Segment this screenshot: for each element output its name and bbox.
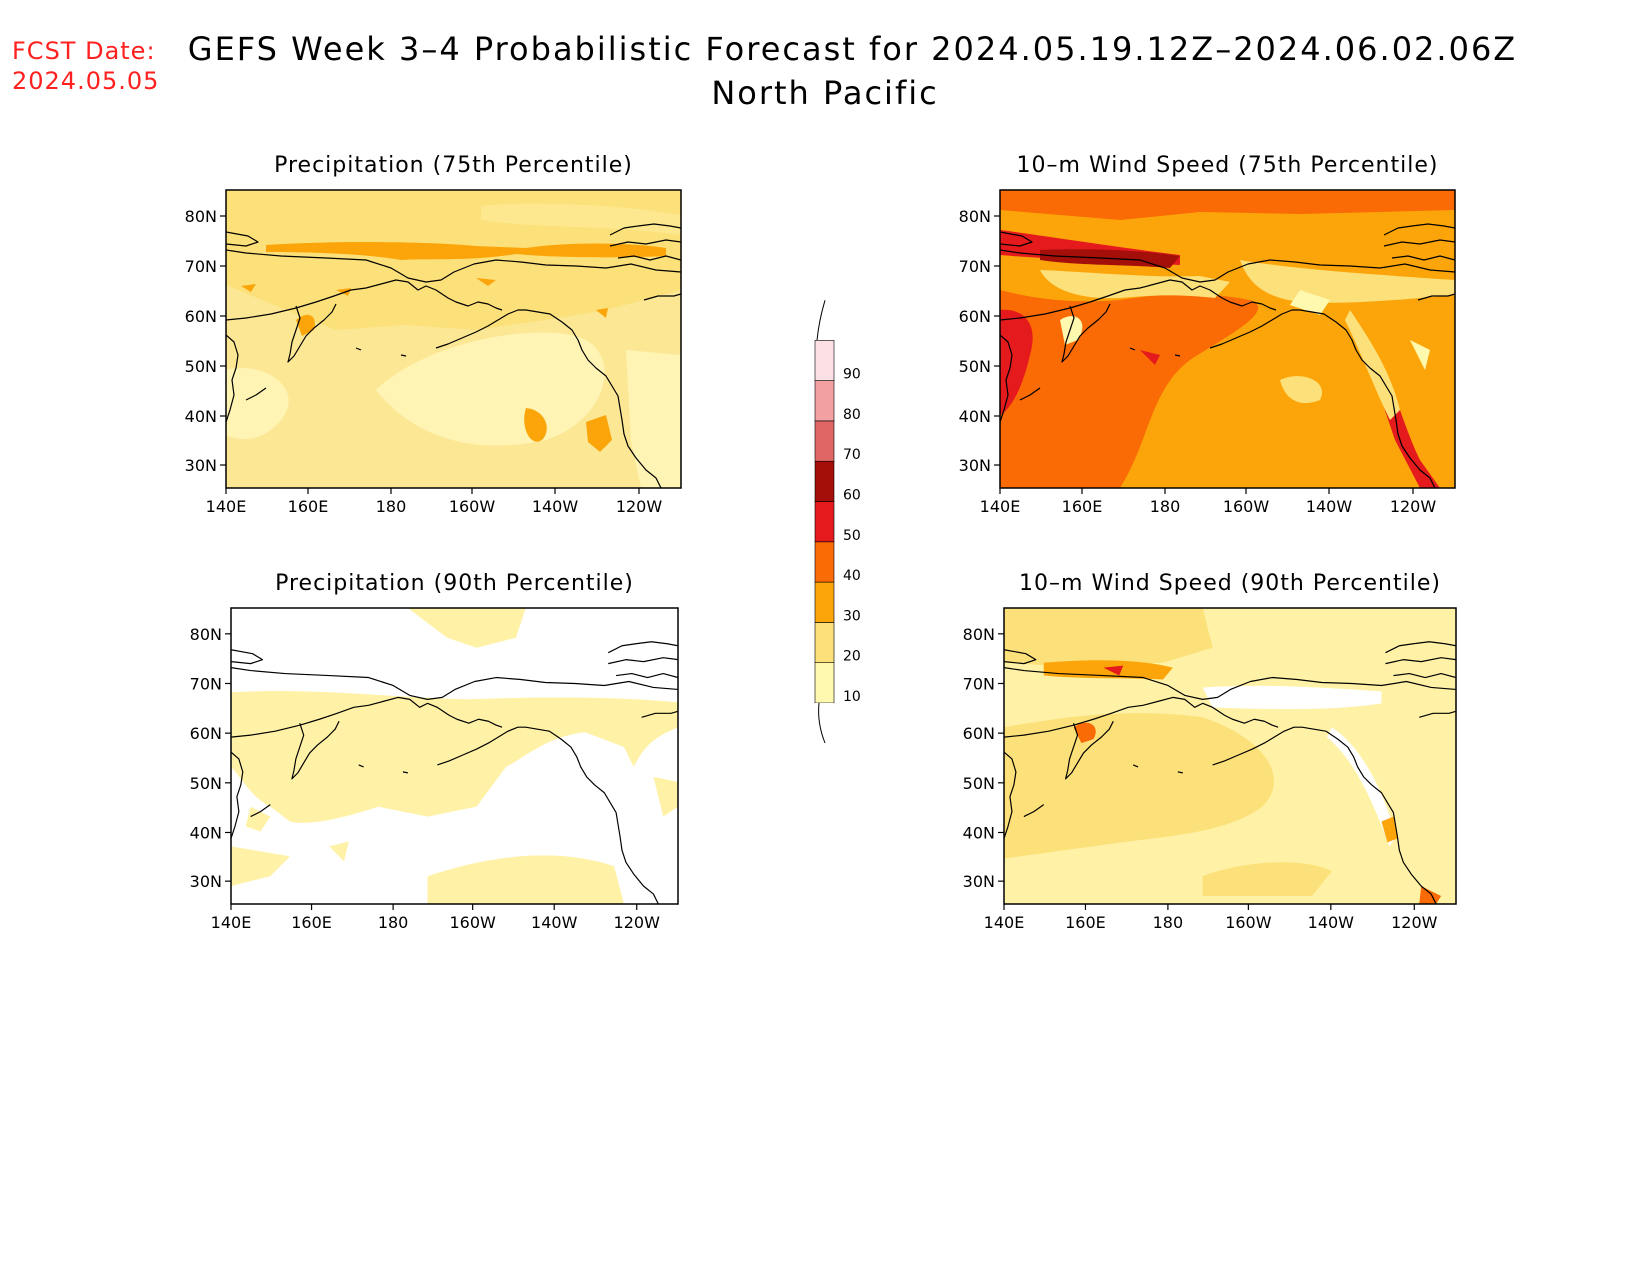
lon-label: 140W: [1306, 497, 1353, 516]
map-area: [226, 190, 681, 488]
field-contours: [1000, 190, 1455, 488]
colorbar-label: 30: [843, 608, 861, 624]
figure-title-main: GEFS Week 3–4 Probabilistic Forecast for…: [187, 30, 1518, 68]
colorbar-label: 40: [843, 568, 861, 584]
lon-label: 140W: [1308, 913, 1355, 932]
lon-label: 120W: [616, 497, 663, 516]
lat-label: 70N: [190, 674, 222, 693]
colorbar-swatch: [814, 460, 835, 502]
colorbar-swatch: [814, 339, 835, 381]
lat-label: 80N: [959, 207, 991, 226]
lon-label: 120W: [614, 913, 661, 932]
map-area: [1004, 608, 1457, 904]
lat-label: 70N: [959, 257, 991, 276]
panel-title: 10–m Wind Speed (75th Percentile): [1017, 153, 1439, 178]
lat-label: 80N: [190, 625, 222, 644]
lon-label: 160W: [449, 497, 496, 516]
lat-label: 30N: [959, 456, 991, 475]
colorbar-label: 50: [843, 528, 861, 544]
colorbar-swatch: [814, 501, 835, 543]
lon-label: 160E: [1062, 497, 1103, 516]
lat-label: 30N: [185, 456, 217, 475]
lat-label: 40N: [959, 407, 991, 426]
lat-label: 70N: [185, 257, 217, 276]
lat-label: 60N: [963, 724, 995, 743]
map-frame: [1003, 607, 1457, 905]
lat-label: 50N: [963, 774, 995, 793]
lon-label: 140E: [211, 913, 252, 932]
map-panel: Precipitation (90th Percentile) 80N 70N 60N…: [190, 571, 679, 932]
colorbar-swatch: [814, 581, 835, 623]
figure-title: GEFS Week 3–4 Probabilistic Forecast for…: [0, 30, 1650, 112]
field-contours: [231, 608, 678, 904]
lat-label: 40N: [190, 823, 222, 842]
lon-label: 120W: [1391, 913, 1438, 932]
map-area: [1000, 190, 1455, 488]
figure-title-region: North Pacific: [711, 74, 939, 112]
colorbar-label: 60: [843, 488, 861, 504]
lon-label: 160E: [1065, 913, 1106, 932]
colorbar-label: 80: [843, 407, 861, 423]
map-panel: 10–m Wind Speed (90th Percentile) 80N 70N 6…: [963, 571, 1457, 932]
colorbar-label: 70: [843, 447, 861, 463]
lat-label: 50N: [185, 357, 217, 376]
map-area: [231, 608, 678, 904]
colorbar-label: 20: [843, 649, 861, 665]
lon-label: 140W: [532, 497, 579, 516]
panel-title: Precipitation (90th Percentile): [275, 571, 634, 596]
forecast-date-value: 2024.05.05: [12, 67, 160, 95]
lon-label: 140E: [980, 497, 1021, 516]
map-panel: Precipitation (75th Percentile) 80N 70N 60N…: [185, 153, 682, 516]
lat-label: 50N: [959, 357, 991, 376]
lat-label: 30N: [190, 872, 222, 891]
lat-label: 70N: [963, 674, 995, 693]
lon-label: 160E: [291, 913, 332, 932]
lon-label: 140E: [206, 497, 247, 516]
lat-label: 60N: [959, 307, 991, 326]
forecast-date-label: FCST Date:: [12, 37, 156, 65]
panel-title: Precipitation (75th Percentile): [274, 153, 633, 178]
map-frame: [230, 607, 679, 905]
lon-label: 180: [1150, 497, 1181, 516]
lon-label: 160W: [1225, 913, 1272, 932]
lat-label: 50N: [190, 774, 222, 793]
lat-label: 60N: [185, 307, 217, 326]
lon-label: 160W: [449, 913, 496, 932]
lon-label: 160W: [1223, 497, 1270, 516]
colorbar-swatch: [814, 622, 835, 664]
lon-label: 120W: [1390, 497, 1437, 516]
colorbar-swatch: [814, 420, 835, 462]
field-contours: [1004, 608, 1456, 904]
colorbar-swatch: [814, 380, 835, 422]
lon-label: 140W: [531, 913, 578, 932]
colorbar-lower-edge: [818, 702, 826, 744]
map-frame: [225, 189, 682, 489]
lon-label: 140E: [984, 913, 1025, 932]
forecast-date: FCST Date: 2024.05.05: [12, 36, 159, 96]
lat-label: 80N: [185, 207, 217, 226]
colorbar-label: 10: [843, 689, 861, 705]
colorbar-upper-edge: [816, 300, 826, 341]
map-panel: 10–m Wind Speed (75th Percentile) 80N 70N 6…: [959, 153, 1456, 516]
lon-label: 180: [378, 913, 409, 932]
colorbar-swatch: [814, 541, 835, 583]
map-frame: [999, 189, 1456, 489]
colorbar-swatch: [814, 662, 835, 704]
lat-label: 40N: [185, 407, 217, 426]
colorbar: 10 20 30 40 50 60 70 80 90: [814, 300, 861, 744]
lat-label: 40N: [963, 823, 995, 842]
lon-label: 160E: [288, 497, 329, 516]
lon-label: 180: [376, 497, 407, 516]
lat-label: 30N: [963, 872, 995, 891]
panel-title: 10–m Wind Speed (90th Percentile): [1019, 571, 1441, 596]
colorbar-lower-cap: [815, 703, 834, 741]
colorbar-label: 90: [843, 367, 861, 383]
lat-label: 80N: [963, 625, 995, 644]
field-contours: [226, 190, 681, 488]
lat-label: 60N: [190, 724, 222, 743]
lon-label: 180: [1153, 913, 1184, 932]
